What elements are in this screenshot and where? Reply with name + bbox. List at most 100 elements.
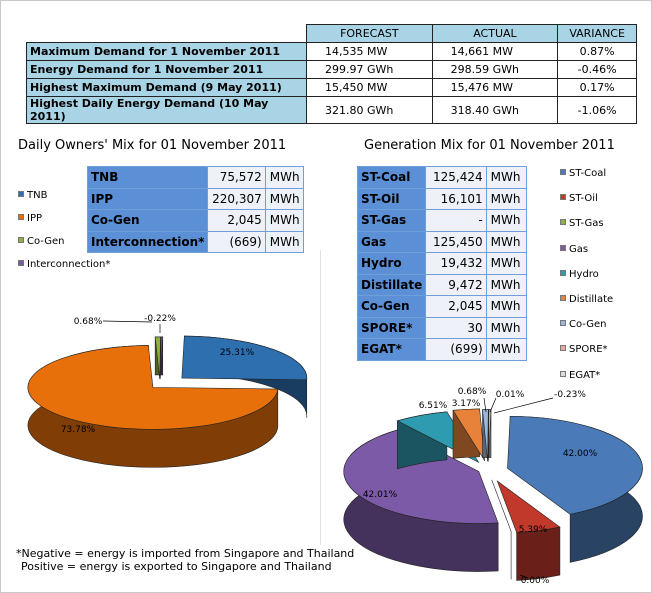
table-row: Highest Daily Energy Demand (10 May 2011… — [26, 96, 637, 124]
legend-label: ST-Oil — [569, 193, 598, 205]
owners-mix-title: Daily Owners' Mix for 01 November 2011 — [18, 138, 287, 153]
legend-label: Co-Gen — [569, 319, 607, 331]
pie-leader-line — [489, 397, 497, 413]
legend-label: SPORE* — [569, 344, 608, 356]
legend-item: Interconnection* — [18, 259, 110, 270]
gen-name: Co-Gen — [356, 295, 427, 318]
pie-data-label: 0.68% — [74, 317, 103, 327]
gen-value: (699) — [425, 338, 487, 361]
pie-slice — [154, 336, 161, 379]
gen-name: Hydro — [356, 252, 427, 275]
generation-mix-title: Generation Mix for 01 November 2011 — [364, 138, 615, 153]
forecast-cell: 15,450 MW — [306, 78, 433, 97]
gen-unit: MWh — [485, 273, 528, 296]
legend-item: Gas — [560, 244, 588, 255]
pie-slice — [181, 335, 308, 381]
divider — [320, 250, 321, 545]
legend-item: Hydro — [560, 269, 599, 280]
pie-data-label: -0.22% — [144, 314, 176, 324]
pie-slice — [496, 480, 561, 533]
gen-value: 125,424 — [425, 166, 487, 189]
legend-label: Gas — [569, 243, 589, 255]
pie-data-label: 0.00% — [521, 576, 550, 586]
gen-name: EGAT* — [356, 338, 427, 361]
variance-cell: -1.06% — [557, 96, 637, 124]
gen-unit: MWh — [485, 166, 528, 189]
gen-name: SPORE* — [356, 316, 427, 339]
legend-swatch — [560, 194, 566, 201]
pie-data-label: 6.51% — [419, 401, 448, 411]
legend-swatch — [18, 237, 24, 243]
gen-name: Gas — [356, 230, 427, 253]
legend-item: IPP — [18, 213, 42, 224]
table-row: SPORE* 30 MWh — [356, 316, 528, 339]
gen-value: 16,101 — [425, 187, 487, 210]
legend-item: SPORE* — [560, 344, 608, 355]
legend-swatch — [560, 244, 566, 251]
legend-label: IPP — [27, 213, 43, 224]
table-row: Co-Gen 2,045 MWh — [356, 295, 528, 318]
legend-item: TNB — [18, 190, 47, 201]
owner-name: Co-Gen — [86, 209, 209, 232]
footnote: *Negative = energy is imported from Sing… — [16, 547, 354, 573]
gen-value: - — [425, 209, 487, 232]
pie-data-label: 42.01% — [363, 490, 398, 500]
table-row: Co-Gen 2,045 MWh — [86, 209, 305, 232]
legend-item: Co-Gen — [18, 236, 65, 247]
legend-swatch — [18, 214, 24, 220]
table-row: ST-Oil 16,101 MWh — [356, 187, 528, 210]
footnote-line-1: *Negative = energy is imported from Sing… — [16, 547, 355, 560]
gen-value: 9,472 — [425, 273, 487, 296]
pie-data-label: 42.00% — [563, 449, 598, 459]
generation-mix-table: ST-Coal 125,424 MWh ST-Oil 16,101 MWh ST-Gas… — [356, 166, 528, 361]
owners-mix-table: TNB 75,572 MWh IPP 220,307 MWh Co-Gen 2,… — [86, 166, 305, 253]
pie-data-label: -0.23% — [554, 390, 586, 400]
pie-leader-line — [519, 574, 529, 579]
table-row: ST-Gas - MWh — [356, 209, 528, 232]
legend-label: ST-Gas — [569, 218, 604, 230]
generation-pie: 42.00% 5.39% 0.00% 42.01% 6.51% 3.17% 0.68% 0.0… — [343, 387, 643, 586]
legend-label: TNB — [27, 190, 48, 201]
owner-value: 220,307 — [207, 187, 266, 210]
legend-swatch — [560, 269, 566, 276]
actual-cell: 318.40 GWh — [431, 96, 559, 124]
legend-swatch — [18, 191, 24, 197]
legend-label: EGAT* — [569, 369, 601, 381]
legend-item: ST-Coal — [560, 168, 606, 179]
legend-item: Distillate — [560, 294, 613, 305]
gen-value: 19,432 — [425, 252, 487, 275]
legend-item: EGAT* — [560, 370, 600, 381]
generation-legend: ST-Coal ST-Oil ST-Gas Gas Hydro Distillate Co-… — [560, 168, 650, 388]
table-row: Interconnection* (669) MWh — [86, 230, 305, 253]
legend-item: ST-Oil — [560, 193, 598, 204]
gen-unit: MWh — [485, 338, 528, 361]
table-row: TNB 75,572 MWh — [86, 166, 305, 189]
gen-unit: MWh — [485, 316, 528, 339]
gen-name: ST-Coal — [356, 166, 427, 189]
legend-label: ST-Coal — [569, 168, 607, 179]
table-row: Gas 125,450 MWh — [356, 230, 528, 253]
pie-data-label: 25.31% — [220, 348, 255, 358]
legend-label: Hydro — [569, 268, 599, 280]
legend-swatch — [560, 345, 566, 352]
owner-value: (669) — [207, 230, 266, 253]
variance-cell: 0.87% — [557, 42, 637, 61]
footnote-line-2: Positive = energy is exported to Singapo… — [21, 560, 332, 573]
pie-data-label: 73.78% — [61, 425, 96, 435]
pie-data-label: 0.68% — [458, 387, 487, 397]
owner-unit: MWh — [264, 187, 305, 210]
legend-swatch — [560, 370, 566, 377]
pie-slice — [507, 415, 643, 515]
legend-item: Co-Gen — [560, 319, 607, 330]
table-row: EGAT* (699) MWh — [356, 338, 528, 361]
pie-slice-side — [516, 526, 561, 581]
table-row: Distillate 9,472 MWh — [356, 273, 528, 296]
row-label: Highest Daily Energy Demand (10 May 2011… — [26, 96, 307, 124]
pie-data-label: 5.39% — [519, 525, 548, 535]
actual-cell: 14,661 MW — [431, 42, 559, 61]
legend-swatch — [560, 295, 566, 301]
pie-slice — [27, 345, 279, 430]
gen-name: ST-Oil — [356, 187, 427, 210]
gen-unit: MWh — [485, 187, 528, 210]
